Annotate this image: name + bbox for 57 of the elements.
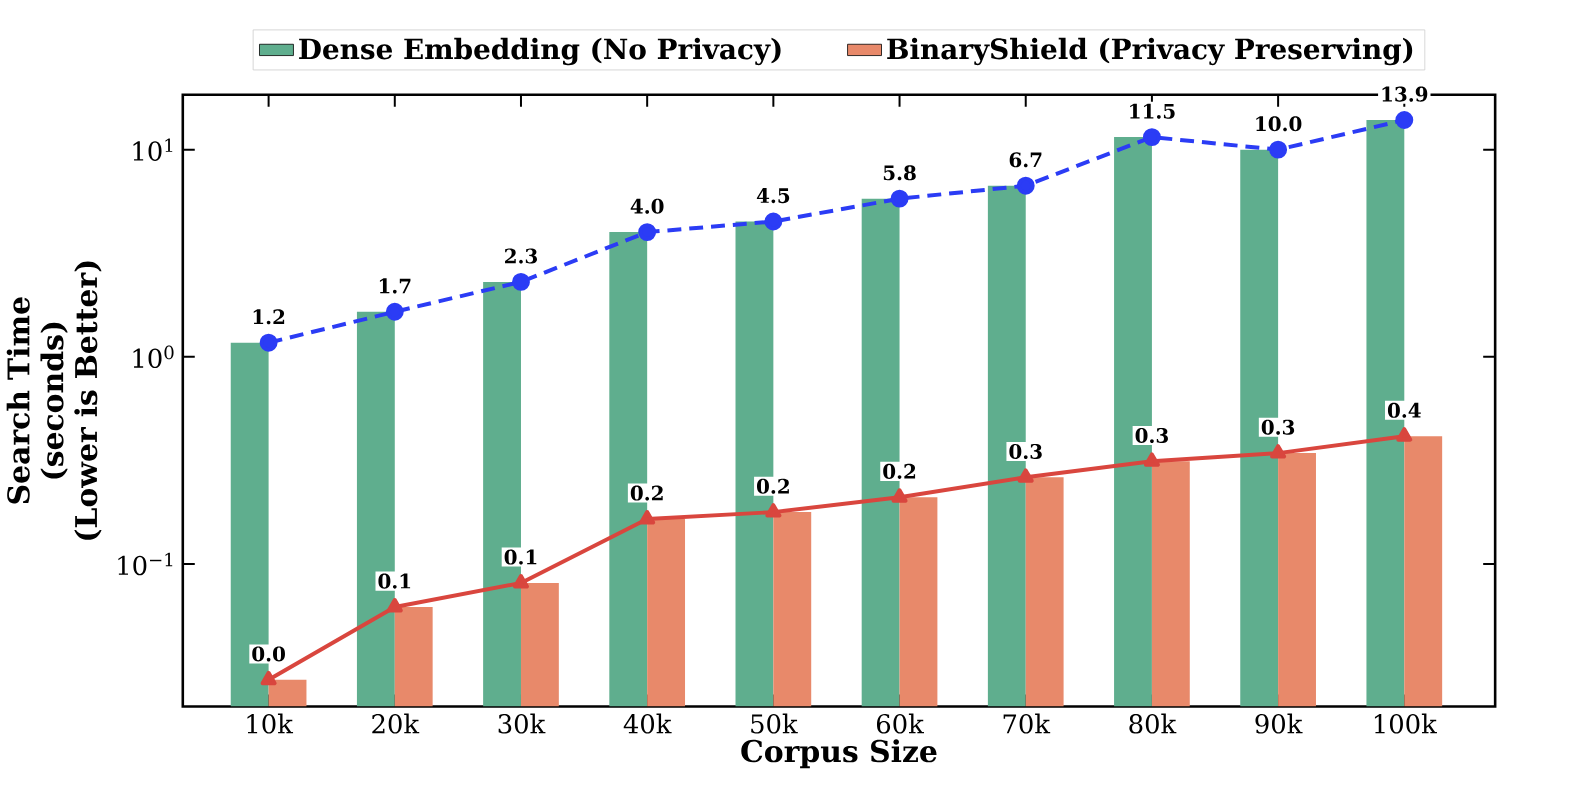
x-tick-label: 20k: [372, 713, 420, 734]
data-label: 0.3: [1135, 427, 1168, 443]
x-tick-label: 10k: [247, 713, 294, 734]
data-label: 6.7: [1009, 152, 1042, 168]
x-tick-label: 50k: [751, 713, 798, 734]
y-tick-label: 10$^{−1}$: [118, 552, 173, 576]
data-label: 0.4: [1387, 402, 1421, 418]
data-label: 4.0: [630, 198, 664, 214]
data-label: 5.8: [883, 165, 916, 181]
point: [1016, 176, 1035, 195]
data-label: 11.5: [1130, 103, 1175, 119]
point: [639, 509, 656, 525]
data-label: 0.2: [883, 463, 916, 479]
data-label: 2.3: [505, 248, 538, 264]
point: [764, 212, 783, 231]
x-tick-label: 90k: [1255, 713, 1303, 734]
x-tick-label: 100k: [1374, 713, 1437, 734]
point: [259, 333, 278, 352]
data-label: 0.1: [504, 549, 537, 565]
point: [260, 670, 277, 686]
point: [890, 189, 909, 208]
x-tick-label: 80k: [1129, 713, 1177, 734]
legend-label: BinaryShield (Privacy Preserving): [887, 37, 1413, 65]
data-label: 10.0: [1256, 116, 1302, 132]
point: [512, 573, 529, 589]
x-tick-label: 70k: [1003, 713, 1051, 734]
data-label: 0.0: [252, 646, 285, 662]
point: [1395, 110, 1414, 129]
point: [1269, 140, 1288, 159]
x-tick-label: 40k: [623, 713, 672, 734]
point: [891, 488, 908, 503]
point: [1143, 452, 1160, 467]
y-tick-label: 10$^{0}$: [133, 345, 174, 368]
data-label: 0.1: [378, 573, 411, 589]
point: [765, 502, 782, 518]
point: [1270, 443, 1287, 459]
data-label: 13.9: [1382, 86, 1428, 102]
point: [385, 302, 404, 321]
data-label: 0.3: [1261, 419, 1295, 435]
data-label: 1.2: [253, 309, 285, 325]
point: [638, 222, 657, 241]
x-tick-label: 30k: [498, 713, 546, 734]
data-label: 0.2: [630, 485, 663, 501]
point: [1396, 427, 1413, 442]
data-label: 1.7: [379, 278, 411, 294]
x-axis-title: Corpus Size: [741, 739, 937, 768]
data-label: 0.3: [1009, 443, 1042, 459]
point: [512, 272, 530, 291]
point: [386, 597, 403, 613]
data-label: 0.2: [757, 478, 789, 494]
x-tick-label: 60k: [876, 713, 924, 734]
y-axis-title: Search Time (seconds) (Lower is Better): [6, 261, 102, 540]
legend-label: Dense Embedding (No Privacy): [299, 37, 781, 65]
data-label: 4.5: [756, 187, 790, 203]
point: [1142, 127, 1161, 146]
y-tick-label: 10$^{1}$: [133, 138, 173, 161]
point: [1017, 468, 1034, 483]
